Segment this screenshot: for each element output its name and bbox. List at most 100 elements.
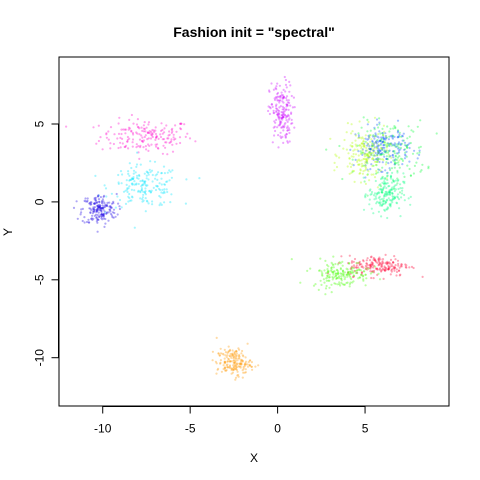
data-point <box>386 158 389 161</box>
data-point <box>144 134 147 137</box>
data-point <box>99 213 102 216</box>
data-point <box>377 260 380 263</box>
data-point <box>270 103 273 106</box>
data-point <box>358 136 361 139</box>
data-point <box>151 128 154 132</box>
data-point <box>230 367 233 371</box>
data-point <box>286 120 289 123</box>
data-point <box>352 155 355 158</box>
data-point <box>386 208 389 211</box>
data-point <box>364 273 367 276</box>
data-point <box>91 214 94 217</box>
data-point <box>123 145 126 148</box>
data-point <box>284 122 287 125</box>
data-point <box>288 90 291 93</box>
data-point <box>219 347 222 350</box>
data-point <box>393 142 396 145</box>
data-point <box>157 137 160 140</box>
data-point <box>240 352 243 355</box>
data-point <box>361 151 364 154</box>
data-point <box>282 97 285 100</box>
data-point <box>97 211 100 214</box>
data-point <box>352 267 355 270</box>
data-point <box>290 122 293 125</box>
data-point <box>385 192 388 195</box>
data-point <box>119 162 122 166</box>
data-point <box>391 186 394 189</box>
x-tick-label: 0 <box>274 422 281 436</box>
data-point <box>394 127 397 130</box>
data-point <box>233 366 236 369</box>
data-point <box>94 174 97 177</box>
data-point <box>268 90 271 93</box>
data-point <box>134 164 137 167</box>
data-point <box>365 159 369 162</box>
data-point <box>413 149 416 152</box>
data-point <box>147 131 150 134</box>
data-point <box>384 176 387 180</box>
data-point <box>120 158 123 161</box>
data-point <box>364 167 368 170</box>
data-point <box>220 370 223 373</box>
data-point <box>375 158 378 161</box>
data-point <box>169 141 172 144</box>
data-point <box>357 158 361 161</box>
data-point <box>392 135 395 138</box>
data-point <box>375 145 378 148</box>
data-point <box>154 177 157 180</box>
data-point <box>118 166 121 169</box>
data-point <box>381 177 384 180</box>
data-point <box>341 273 345 276</box>
data-point <box>382 199 385 203</box>
data-point <box>175 130 178 133</box>
data-point <box>288 117 291 120</box>
data-point <box>386 144 389 147</box>
data-point <box>390 167 394 170</box>
data-point <box>393 269 396 272</box>
data-point <box>90 203 93 206</box>
data-point <box>384 132 387 135</box>
data-point <box>282 116 285 119</box>
data-point <box>387 268 390 271</box>
data-point <box>399 183 402 186</box>
data-point <box>93 208 96 211</box>
data-point <box>100 169 103 172</box>
data-point <box>383 209 386 212</box>
data-point <box>95 201 98 204</box>
data-point <box>387 150 390 153</box>
data-point <box>325 148 328 151</box>
data-point <box>198 177 201 180</box>
data-point <box>97 205 100 208</box>
data-point <box>141 136 144 139</box>
data-point <box>349 270 352 273</box>
data-point <box>236 374 239 377</box>
data-point <box>215 362 218 365</box>
data-point <box>276 113 279 116</box>
data-point <box>279 120 282 123</box>
data-point <box>351 169 354 172</box>
data-point <box>127 147 130 150</box>
data-point <box>373 192 377 195</box>
data-point <box>389 154 392 158</box>
data-point <box>219 362 222 365</box>
data-point <box>95 208 99 211</box>
data-point <box>408 146 411 150</box>
data-point <box>137 189 140 192</box>
data-point <box>389 191 392 195</box>
data-point <box>374 141 377 144</box>
cluster-11 <box>211 336 260 381</box>
data-point <box>132 172 135 175</box>
data-point <box>246 342 249 345</box>
data-point <box>240 363 243 366</box>
data-point <box>282 112 285 115</box>
data-point <box>332 273 335 276</box>
data-point <box>350 132 353 135</box>
data-point <box>379 202 382 206</box>
data-point <box>338 144 341 148</box>
data-point <box>130 195 134 198</box>
data-point <box>361 142 364 145</box>
data-point <box>141 162 144 166</box>
data-point <box>109 173 113 176</box>
data-point <box>324 293 327 296</box>
data-point <box>141 178 145 181</box>
